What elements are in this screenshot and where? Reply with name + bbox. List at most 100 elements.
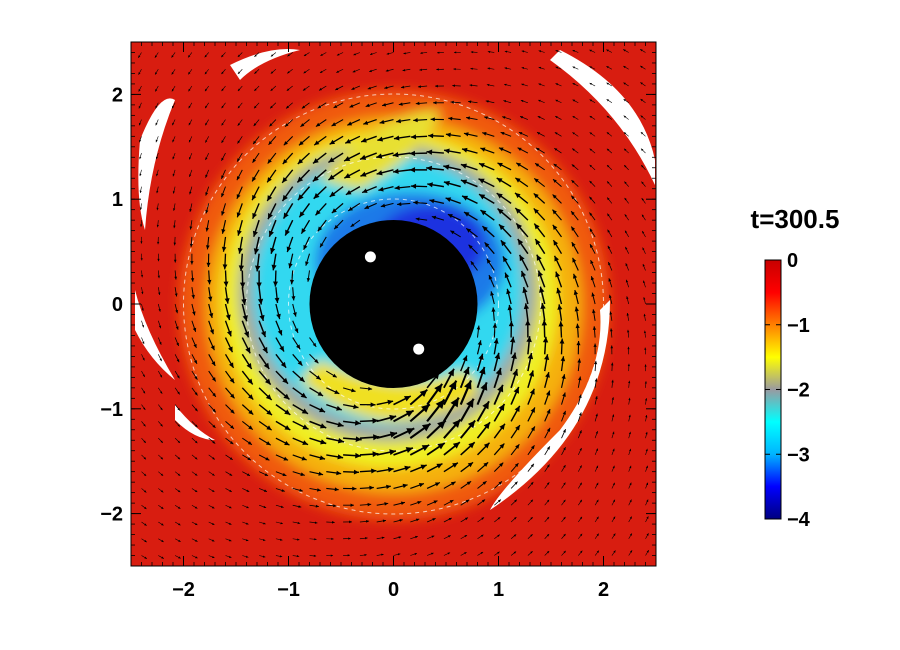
velocity-arrow	[329, 186, 344, 198]
velocity-arrow	[369, 52, 377, 55]
velocity-arrow	[571, 241, 579, 254]
velocity-arrow	[570, 210, 579, 221]
velocity-arrow	[225, 437, 234, 445]
velocity-arrow	[292, 303, 297, 317]
velocity-arrow	[326, 370, 338, 378]
velocity-arrow	[522, 286, 529, 305]
velocity-arrow	[478, 193, 495, 205]
velocity-arrow	[626, 329, 630, 338]
velocity-arrow	[190, 253, 194, 265]
velocity-arrow	[191, 488, 198, 493]
velocity-arrow	[506, 288, 512, 305]
velocity-arrow	[527, 551, 533, 556]
velocity-arrow	[225, 504, 232, 509]
velocity-arrow	[309, 521, 318, 524]
velocity-arrow	[497, 208, 512, 221]
x-tick-label: −1	[277, 579, 300, 601]
velocity-arrow	[443, 481, 456, 489]
velocity-arrow	[606, 82, 613, 87]
velocity-arrow	[443, 148, 461, 154]
velocity-arrow	[485, 100, 495, 104]
velocity-arrow	[225, 521, 232, 525]
velocity-arrow	[640, 148, 646, 154]
velocity-arrow	[426, 398, 446, 423]
velocity-arrow	[281, 169, 294, 184]
velocity-arrow	[326, 487, 339, 492]
velocity-arrow	[624, 197, 629, 204]
velocity-arrow	[157, 270, 161, 279]
velocity-arrow	[504, 83, 512, 87]
velocity-arrow	[141, 437, 147, 444]
velocity-arrow	[592, 326, 597, 338]
velocity-arrow	[205, 136, 209, 143]
colorbar-tick-label: −2	[787, 380, 810, 402]
velocity-arrow	[141, 504, 147, 510]
velocity-arrow	[376, 553, 384, 556]
velocity-arrow	[492, 323, 498, 338]
velocity-arrow	[208, 471, 215, 476]
velocity-arrow	[544, 499, 550, 506]
velocity-arrow	[350, 219, 361, 228]
velocity-arrow	[426, 419, 447, 439]
velocity-arrow	[138, 119, 142, 126]
velocity-arrow	[625, 263, 629, 271]
velocity-arrow	[535, 147, 545, 154]
velocity-arrow	[527, 534, 533, 539]
plot-area	[131, 42, 656, 566]
velocity-arrow	[628, 482, 632, 489]
velocity-arrow	[271, 253, 277, 271]
velocity-arrow	[326, 470, 342, 476]
velocity-arrow	[343, 520, 352, 524]
velocity-arrow	[174, 303, 179, 314]
velocity-arrow	[516, 162, 529, 171]
velocity-arrow	[208, 354, 216, 367]
velocity-arrow	[158, 454, 164, 460]
velocity-arrow	[205, 169, 210, 178]
velocity-arrow	[141, 303, 144, 311]
velocity-arrow	[541, 319, 548, 338]
velocity-arrow	[174, 337, 180, 347]
velocity-arrow	[225, 387, 235, 399]
velocity-arrow	[275, 538, 283, 541]
velocity-arrow	[275, 370, 289, 385]
velocity-arrow	[504, 67, 512, 70]
velocity-arrow	[427, 182, 445, 188]
velocity-arrow	[237, 236, 243, 254]
velocity-arrow	[360, 135, 377, 143]
velocity-arrow	[242, 437, 253, 446]
velocity-arrow	[527, 426, 536, 439]
velocity-arrow	[606, 49, 613, 53]
velocity-arrow	[343, 486, 357, 491]
velocity-arrow	[281, 186, 294, 202]
velocity-arrow	[221, 186, 226, 198]
velocity-arrow	[470, 51, 478, 54]
velocity-arrow	[644, 347, 647, 355]
velocity-arrow	[433, 101, 444, 105]
velocity-arrow	[224, 303, 231, 321]
velocity-arrow	[155, 102, 159, 109]
velocity-arrow	[359, 434, 380, 441]
velocity-arrow	[376, 467, 394, 473]
velocity-arrow	[303, 236, 311, 250]
velocity-arrow	[258, 337, 269, 354]
velocity-arrow	[258, 488, 268, 492]
void-west	[138, 98, 175, 230]
velocity-arrow	[510, 424, 521, 439]
velocity-arrow	[189, 220, 193, 230]
velocity-arrow	[460, 534, 468, 540]
velocity-arrow	[241, 404, 254, 416]
velocity-arrow	[376, 399, 394, 406]
velocity-arrow	[589, 228, 596, 238]
velocity-arrow	[376, 414, 397, 423]
velocity-arrow	[221, 85, 226, 92]
velocity-arrow	[478, 162, 495, 171]
velocity-arrow	[353, 52, 361, 56]
colorbar-ticks: 0 −1 −2 −3 −4	[765, 250, 811, 531]
velocity-arrow	[628, 431, 631, 439]
velocity-arrow	[476, 421, 491, 439]
velocity-arrow	[331, 119, 344, 127]
velocity-arrow	[623, 131, 629, 137]
velocity-arrow	[445, 132, 461, 138]
velocity-arrow	[498, 223, 512, 238]
velocity-arrow	[242, 521, 249, 525]
